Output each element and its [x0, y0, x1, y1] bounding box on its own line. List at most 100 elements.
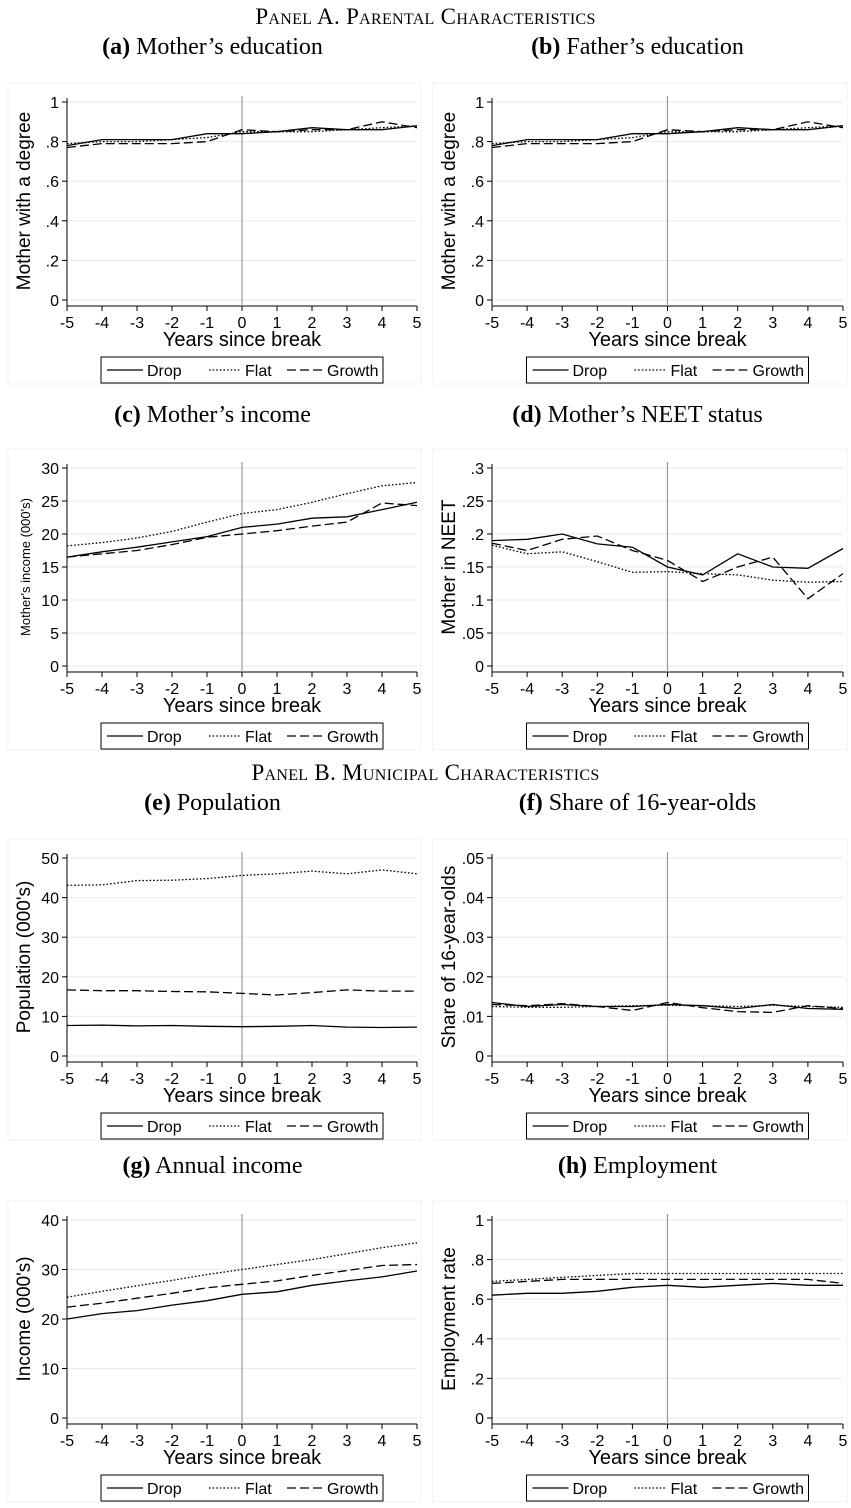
- x-tick-label: -4: [520, 681, 534, 698]
- legend-flat-label: Flat: [671, 1119, 698, 1136]
- y-tick-label: 40: [41, 1213, 59, 1230]
- x-tick-label: 5: [839, 315, 848, 332]
- series-drop-line: [66, 125, 418, 147]
- series-drop-line: [491, 533, 844, 576]
- legend-flat-label: Flat: [245, 1481, 272, 1498]
- legend-flat-label: Flat: [245, 1119, 272, 1136]
- x-tick-label: -3: [555, 1071, 569, 1088]
- x-axis-label: Years since break: [163, 1447, 322, 1469]
- y-tick-label: .2: [46, 253, 59, 270]
- x-tick-label: 1: [273, 1071, 282, 1088]
- y-tick-label: 0: [475, 293, 484, 310]
- y-tick-label: 40: [41, 891, 59, 908]
- chart-h: 0 .2 .4 .6 .8 1 -5 -4 -3 -2 -1 0 1 2 3 4 5 Years since br…: [432, 1200, 848, 1503]
- series-drop-line: [66, 501, 418, 558]
- x-tick-label: -2: [590, 1433, 604, 1450]
- y-axis-label: Mother with a degree: [14, 112, 35, 291]
- x-tick-label: 2: [308, 681, 317, 698]
- legend-box: [526, 356, 809, 384]
- y-tick-label: .6: [471, 174, 484, 191]
- y-tick-label: .4: [471, 214, 484, 231]
- y-tick-label: 0: [50, 1049, 59, 1066]
- subtitle-d: (d) Mother’s NEET status: [512, 402, 763, 428]
- x-tick-label: -1: [200, 1071, 214, 1088]
- y-tick-label: 1: [475, 95, 484, 112]
- x-tick-label: 1: [273, 1433, 282, 1450]
- chart-g: 0 10 20 30 40 -5 -4 -3 -2 -1 0 1 2 3 4 5 Years since bre…: [7, 1200, 422, 1503]
- x-tick-label: 5: [839, 681, 848, 698]
- x-tick-label: 4: [803, 315, 812, 332]
- series-drop-line: [491, 125, 844, 147]
- x-tick-label: 2: [733, 315, 742, 332]
- y-tick-label: .05: [462, 851, 484, 868]
- y-axis-label: Share of 16-year-olds: [439, 866, 460, 1049]
- x-tick-label: 3: [343, 1071, 352, 1088]
- series-flat-line: [491, 1272, 843, 1283]
- legend-growth-label: Growth: [753, 363, 805, 380]
- y-tick-label: .4: [46, 214, 59, 231]
- series-growth-line: [491, 1278, 844, 1285]
- x-tick-label: 5: [413, 315, 422, 332]
- subtitle-f: (f) Share of 16-year-olds: [518, 790, 757, 816]
- x-tick-label: -3: [130, 1433, 144, 1450]
- x-tick-label: -1: [625, 315, 639, 332]
- x-tick-label: -5: [60, 1433, 74, 1450]
- legend-box: [526, 722, 809, 750]
- legend-drop-label: Drop: [147, 729, 182, 746]
- y-tick-label: .8: [471, 1253, 484, 1270]
- y-tick-label: 0: [475, 1411, 484, 1428]
- legend-drop-label: Drop: [147, 1119, 182, 1136]
- x-tick-label: 0: [238, 1071, 247, 1088]
- series-flat-line: [66, 1242, 418, 1298]
- x-tick-label: 3: [343, 315, 352, 332]
- series-flat-line: [491, 125, 844, 145]
- x-tick-label: 3: [768, 681, 777, 698]
- x-tick-label: 3: [343, 681, 352, 698]
- chart-e: 0 10 20 30 40 50 -5 -4 -3 -2 -1 0 1 2 3 4 5 Years since b…: [7, 838, 422, 1141]
- y-axis-label: Mother with a degree: [439, 112, 460, 291]
- x-tick-label: 3: [768, 1433, 777, 1450]
- y-tick-label: 1: [50, 95, 59, 112]
- series-growth-line: [491, 1001, 844, 1014]
- x-tick-label: 2: [733, 1433, 742, 1450]
- chart-a: 0 .2 .4 .6 .8 1 -5 -4 -3 -2 -1 0 1 2 3 4 5 Years since br…: [7, 82, 422, 385]
- chart-b: 0 .2 .4 .6 .8 1 -5 -4 -3 -2 -1 0 1 2 3 4 5 Years since br…: [432, 82, 848, 385]
- y-tick-label: .01: [462, 1009, 484, 1026]
- x-tick-label: 0: [663, 1433, 672, 1450]
- series-growth-line: [66, 1263, 418, 1308]
- subtitle-g: (g) Annual income: [122, 1153, 303, 1179]
- y-tick-label: 10: [41, 593, 59, 610]
- x-tick-label: -1: [625, 1071, 639, 1088]
- x-tick-label: 2: [308, 1071, 317, 1088]
- legend-flat-label: Flat: [671, 1481, 698, 1498]
- x-tick-label: 5: [839, 1071, 848, 1088]
- y-tick-label: 10: [41, 1362, 59, 1379]
- series-flat-line: [66, 869, 418, 886]
- x-tick-label: -2: [165, 315, 179, 332]
- x-tick-label: 5: [413, 1433, 422, 1450]
- x-tick-label: -1: [625, 1433, 639, 1450]
- x-tick-label: -5: [485, 1071, 499, 1088]
- x-tick-label: -4: [95, 681, 109, 698]
- legend-growth-label: Growth: [753, 1119, 805, 1136]
- x-tick-label: 4: [803, 1433, 812, 1450]
- x-tick-label: -2: [590, 681, 604, 698]
- x-tick-label: 3: [768, 315, 777, 332]
- x-tick-label: -3: [555, 315, 569, 332]
- x-tick-label: 0: [238, 1433, 247, 1450]
- x-tick-label: -1: [200, 681, 214, 698]
- series-growth-line: [491, 535, 844, 600]
- legend-box: [100, 1474, 384, 1502]
- y-tick-label: .04: [462, 891, 484, 908]
- x-tick-label: 3: [768, 1071, 777, 1088]
- x-tick-label: -5: [60, 681, 74, 698]
- x-tick-label: 1: [698, 1433, 707, 1450]
- y-tick-label: .6: [471, 1292, 484, 1309]
- x-tick-label: 4: [378, 1071, 387, 1088]
- y-tick-label: .2: [471, 253, 484, 270]
- x-tick-label: -1: [200, 1433, 214, 1450]
- y-axis-label: Mother's income (000's): [18, 498, 33, 636]
- x-tick-label: 2: [308, 1433, 317, 1450]
- y-tick-label: 30: [41, 461, 59, 478]
- legend-box: [100, 1112, 384, 1140]
